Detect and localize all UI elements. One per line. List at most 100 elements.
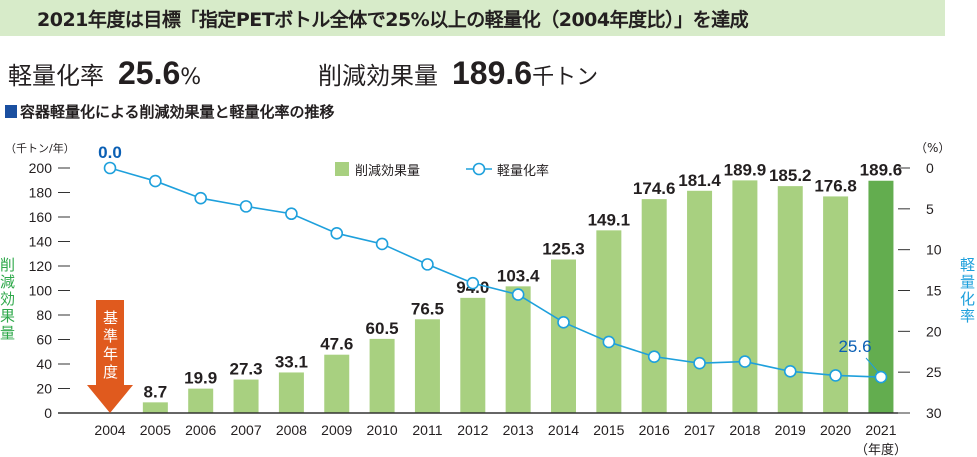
bar-value-label: 176.8 [814, 176, 857, 195]
left-tick-label: 120 [29, 258, 53, 274]
bar-value-label: 33.1 [275, 352, 308, 371]
rate-point-2008 [285, 207, 298, 221]
x-tick-label: 2011 [412, 422, 442, 438]
right-tick-label: 20 [926, 323, 942, 339]
headline-text: 2021年度は目標「指定PETボトル全体で25%以上の軽量化（2004年度比）」… [37, 9, 749, 31]
kpi-reduction-label: 削減効果量 [318, 62, 438, 90]
bar-value-label: 47.6 [320, 335, 353, 354]
right-tick-label: 5 [926, 201, 934, 217]
rate-point-2013 [511, 288, 525, 301]
left-axis-label-char: 削 [0, 256, 15, 274]
rate-point-2006 [194, 191, 207, 205]
x-tick-label: 2010 [367, 422, 398, 438]
rate-point-2020 [829, 369, 842, 382]
headline-banner: 2021年度は目標「指定PETボトル全体で25%以上の軽量化（2004年度比）」… [0, 0, 945, 36]
bar-2019 [777, 186, 803, 413]
kpi-rate-unit: % [180, 65, 202, 90]
x-tick-label: 2021 [865, 422, 896, 438]
rate-point-2016 [647, 350, 661, 363]
x-tick-label: 2020 [820, 422, 851, 438]
left-axis-label-char: 減 [0, 273, 15, 291]
bar-value-label: 189.9 [724, 160, 767, 179]
kpi-reduction: 削減効果量 189.6千トン [318, 55, 598, 92]
right-tick-label: 10 [926, 242, 942, 258]
bar-2015 [596, 230, 622, 413]
bar-2018 [732, 180, 758, 413]
left-tick-label: 80 [36, 307, 52, 323]
rate-point-2021 [874, 370, 888, 384]
x-tick-label: 2012 [457, 422, 488, 438]
bar-2014 [551, 259, 576, 413]
bar-2008 [278, 372, 304, 413]
right-axis-label-char: 軽 [960, 256, 975, 274]
right-tick-label: 25 [926, 364, 942, 380]
legend-bar-swatch [335, 162, 349, 176]
rate-point-2007 [239, 200, 253, 213]
rate-line [109, 167, 881, 378]
base-year-arrow-icon [87, 300, 133, 413]
x-tick-label: 2015 [593, 422, 624, 438]
x-tick-label: 2009 [321, 422, 352, 438]
bar-value-label: 60.5 [366, 319, 399, 338]
bar-value-label: 8.7 [144, 382, 168, 401]
x-tick-label: 2016 [639, 422, 670, 438]
kpi-rate: 軽量化率 25.6% [8, 55, 201, 92]
left-tick-label: 20 [36, 381, 52, 397]
bar-value-label: 125.3 [542, 240, 585, 259]
x-tick-label: 2006 [185, 422, 216, 438]
bar-2010 [369, 338, 395, 413]
rate-point-2009 [330, 227, 344, 240]
left-tick-label: 100 [29, 283, 53, 299]
bar-2016 [641, 199, 667, 413]
x-tick-label: 2018 [729, 422, 760, 438]
x-tick-label: 2013 [503, 422, 534, 438]
bar-value-label: 19.9 [184, 369, 217, 388]
right-tick-label: 0 [926, 160, 934, 176]
bar-2013 [505, 286, 531, 413]
chart-subtitle: 容器軽量化による削減効果量と軽量化率の推移 [5, 101, 335, 122]
x-tick-label: 2007 [230, 422, 261, 438]
kpi-reduction-unit: 千トン [532, 65, 599, 90]
bar-2017 [687, 190, 713, 413]
bar-2012 [460, 297, 486, 413]
rate-point-2017 [693, 356, 706, 370]
bar-value-label: 27.3 [230, 360, 263, 379]
right-axis-label-char: 率 [960, 307, 975, 325]
right-tick-label: 30 [926, 405, 942, 421]
left-axis-label-char: 効 [0, 290, 15, 308]
square-bullet-icon [5, 105, 17, 118]
bar-2009 [324, 354, 350, 413]
left-tick-label: 180 [29, 185, 53, 201]
rate-last-label: 25.6 [838, 337, 871, 356]
rate-point-2018 [738, 355, 752, 368]
legend-bar-label: 削減効果量 [355, 163, 420, 179]
kpi-reduction-value: 189.6 [452, 55, 533, 91]
right-tick-label: 15 [926, 283, 942, 299]
left-tick-label: 60 [36, 332, 52, 348]
x-tick-label: 2017 [684, 422, 715, 438]
x-axis-label: （年度） [855, 442, 907, 457]
x-tick-label: 2004 [94, 422, 125, 438]
bar-value-label: 181.4 [678, 171, 721, 190]
bar-2006 [188, 388, 214, 413]
bar-value-label: 189.6 [860, 161, 903, 180]
left-tick-label: 160 [29, 209, 53, 225]
bar-value-label: 185.2 [769, 166, 812, 185]
right-axis-label-char: 量 [960, 273, 975, 291]
bar-value-label: 103.4 [497, 266, 540, 285]
right-axis-label-char: 化 [960, 290, 975, 308]
legend-line-label: 軽量化率 [497, 163, 549, 179]
left-tick-label: 200 [29, 160, 53, 176]
right-axis-unit: （%） [915, 141, 950, 155]
legend-line-marker-icon [472, 162, 486, 176]
rate-point-2011 [421, 258, 434, 271]
left-tick-label: 0 [44, 405, 52, 421]
rate-point-2004 [103, 161, 117, 175]
x-tick-label: 2019 [775, 422, 806, 438]
left-axis-label-char: 果 [0, 307, 15, 325]
x-tick-label: 2008 [276, 422, 307, 438]
left-tick-label: 40 [36, 356, 52, 372]
rate-first-label: 0.0 [98, 143, 122, 162]
bar-value-label: 76.5 [411, 299, 444, 318]
